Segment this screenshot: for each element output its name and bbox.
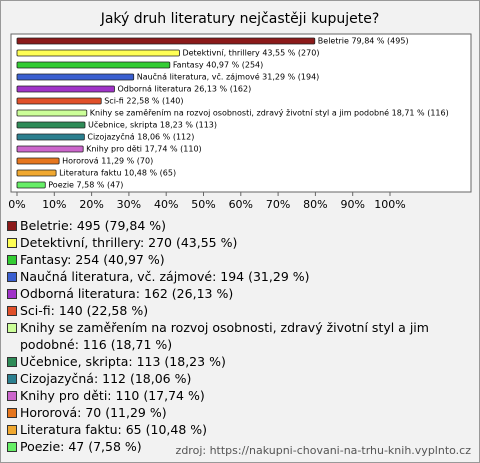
legend-item: Knihy pro děti: 110 (17,74 %): [7, 387, 473, 404]
legend-item: Odborná literatura: 162 (26,13 %): [7, 285, 473, 302]
legend-label: Poezie: 47 (7,58 %): [20, 439, 142, 454]
bar-label: Knihy pro děti 17,74 % (110): [86, 145, 202, 154]
legend-label: Detektivní, thrillery: 270 (43,55 %): [20, 235, 238, 250]
chart-title: Jaký druh literatury nejčastěji kupujete…: [100, 11, 380, 27]
bar-label: Poezie 7,58 % (47): [48, 181, 123, 190]
legend-item: Hororová: 70 (11,29 %): [7, 404, 473, 421]
legend-swatch: [7, 408, 17, 418]
bar: [16, 181, 46, 189]
legend-label: Knihy pro děti: 110 (17,74 %): [20, 388, 205, 403]
bar: [16, 169, 57, 177]
legend-item: Sci-fi: 140 (22,58 %): [7, 302, 473, 319]
x-tick-label: 20%: [79, 198, 103, 211]
source: zdroj: https://nakupni-chovani-na-trhu-k…: [175, 444, 471, 457]
bar-label: Učebnice, skripta 18,23 % (113): [88, 120, 217, 130]
legend-swatch: [7, 442, 17, 452]
bar-label: Odborná literatura 26,13 % (162): [117, 85, 251, 94]
x-tick-label: 90%: [340, 198, 364, 211]
bar-label: Naučná literatura, vč. zájmové 31,29 % (…: [137, 72, 320, 82]
legend-swatch: [7, 425, 17, 435]
legend-label: Knihy se zaměřením na rozvoj osobnosti, …: [20, 320, 429, 352]
legend-label: Beletrie: 495 (79,84 %): [20, 218, 167, 233]
bar: [16, 109, 88, 117]
legend-item: Detektivní, thrillery: 270 (43,55 %): [7, 234, 473, 251]
legend-label: Cizojazyčná: 112 (18,06 %): [20, 371, 192, 386]
bar-label: Cizojazyčná 18,06 % (112): [87, 132, 194, 142]
legend-item: Cizojazyčná: 112 (18,06 %): [7, 370, 473, 387]
legend-swatch: [7, 374, 17, 384]
bar: [16, 49, 180, 57]
legend-swatch: [7, 255, 17, 265]
x-tick-label: 70%: [266, 198, 290, 211]
legend-swatch: [7, 221, 17, 231]
legend-swatch: [7, 323, 17, 333]
legend: Beletrie: 495 (79,84 %) Detektivní, thril…: [7, 217, 473, 455]
legend-item: Poezie: 47 (7,58 %): [7, 438, 473, 455]
bar: [16, 157, 60, 165]
bar-label: Knihy se zaměřením na rozvoj osobnosti, …: [90, 108, 449, 118]
bar: [16, 133, 85, 141]
legend-swatch: [7, 357, 17, 367]
legend-label: Sci-fi: 140 (22,58 %): [20, 303, 149, 318]
bar-label: Sci-fi 22,58 % (140): [104, 97, 183, 106]
bar-label: Fantasy 40,97 % (254): [173, 61, 263, 70]
legend-swatch: [7, 238, 17, 248]
legend-item: Fantasy: 254 (40,97 %): [7, 251, 473, 268]
x-tick-label: 100%: [374, 198, 405, 211]
bar: [16, 37, 316, 45]
legend-swatch: [7, 391, 17, 401]
legend-swatch: [7, 272, 17, 282]
bar: [16, 85, 115, 93]
legend-item: Naučná literatura, vč. zájmové: 194 (31,…: [7, 268, 473, 285]
legend-item: Učebnice, skripta: 113 (18,23 %): [7, 353, 473, 370]
x-tick-label: 40%: [154, 198, 178, 211]
bar-label: Hororová 11,29 % (70): [62, 157, 153, 166]
bar: [16, 121, 86, 129]
legend-label: Fantasy: 254 (40,97 %): [20, 252, 165, 267]
bar: [16, 73, 135, 81]
legend-label: Naučná literatura, vč. zájmové: 194 (31,…: [20, 269, 310, 284]
plot-area: [10, 33, 472, 193]
bar-label: Literatura faktu 10,48 % (65): [59, 169, 176, 178]
legend-item: Knihy se zaměřením na rozvoj osobnosti, …: [7, 319, 473, 353]
legend-item: Literatura faktu: 65 (10,48 %): [7, 421, 473, 438]
legend-label: Odborná literatura: 162 (26,13 %): [20, 286, 234, 301]
chart: Jaký druh literatury nejčastěji kupujete…: [8, 11, 472, 211]
x-tick-label: 60%: [229, 198, 253, 211]
legend-item: Beletrie: 495 (79,84 %): [7, 217, 473, 234]
legend-swatch: [7, 306, 17, 316]
x-tick-label: 0%: [8, 198, 25, 211]
bar-label: Detektivní, thrillery 43,55 % (270): [182, 49, 319, 58]
bar: [16, 97, 102, 105]
x-tick-label: 30%: [117, 198, 141, 211]
legend-swatch: [7, 289, 17, 299]
legend-label: Učebnice, skripta: 113 (18,23 %): [20, 354, 226, 369]
legend-label: Hororová: 70 (11,29 %): [20, 405, 167, 420]
bar-label: Beletrie 79,84 % (495): [318, 37, 409, 46]
bar: [16, 145, 84, 153]
x-tick-label: 80%: [303, 198, 327, 211]
bar: [16, 61, 171, 69]
legend-label: Literatura faktu: 65 (10,48 %): [20, 422, 207, 437]
x-tick-label: 50%: [191, 198, 215, 211]
x-tick-label: 10%: [42, 198, 66, 211]
